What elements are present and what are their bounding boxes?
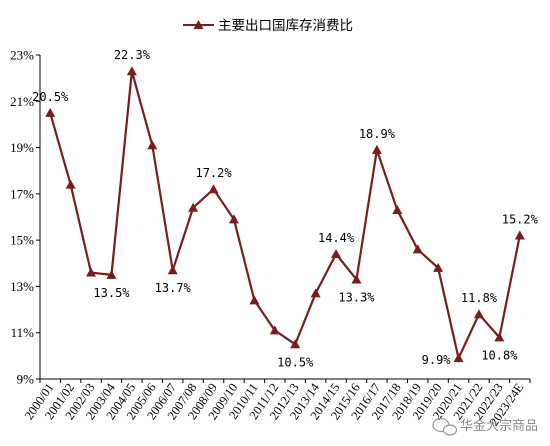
legend: 主要出口国库存消费比 — [183, 18, 353, 34]
data-point-marker — [208, 184, 219, 194]
data-label: 13.7% — [155, 281, 192, 295]
data-point-marker — [412, 244, 423, 254]
data-point-marker — [45, 107, 56, 117]
legend-label: 主要出口国库存消费比 — [218, 18, 353, 34]
data-point-marker — [351, 274, 362, 284]
series-layer — [45, 66, 525, 363]
y-tick-label: 13% — [10, 279, 34, 294]
data-label: 10.5% — [277, 355, 314, 369]
data-label: 14.4% — [318, 231, 355, 245]
legend-marker — [193, 20, 204, 29]
data-point-marker — [453, 353, 464, 363]
y-tick-label: 21% — [10, 94, 34, 109]
data-point-marker — [494, 332, 505, 342]
data-point-marker — [167, 265, 178, 275]
y-tick-label: 11% — [11, 325, 35, 340]
data-label: 13.5% — [93, 286, 130, 300]
data-label: 18.9% — [359, 127, 396, 141]
data-label: 17.2% — [195, 166, 232, 180]
wechat-icon — [432, 417, 458, 436]
y-axis-ticks: 9% 11% 13% 15% 17% 19% 21% 23% — [10, 48, 40, 387]
y-tick-label: 19% — [10, 140, 34, 155]
data-point-marker — [392, 205, 403, 215]
y-tick-label: 9% — [17, 372, 35, 387]
watermark-text: 华金大宗商品 — [460, 418, 538, 434]
data-label: 9.9% — [422, 353, 452, 367]
data-point-marker — [126, 66, 137, 76]
data-point-marker — [65, 179, 76, 189]
data-point-marker — [86, 267, 97, 277]
data-point-marker — [228, 214, 239, 224]
data-point-marker — [331, 249, 342, 259]
data-label: 10.8% — [481, 348, 518, 362]
y-tick-label: 23% — [10, 48, 34, 63]
data-label: 22.3% — [114, 48, 151, 62]
y-tick-label: 17% — [10, 186, 34, 201]
data-label: 15.2% — [502, 213, 539, 227]
y-tick-label: 15% — [10, 233, 34, 248]
series-line — [49, 70, 521, 360]
data-point-marker — [473, 309, 484, 319]
data-label: 13.3% — [338, 290, 375, 304]
data-label: 11.8% — [461, 291, 498, 305]
data-point-marker — [147, 140, 158, 150]
axes — [39, 55, 530, 380]
data-point-marker — [249, 295, 260, 305]
data-point-marker — [269, 325, 280, 335]
data-point-marker — [514, 230, 525, 240]
watermark: 华金大宗商品 — [432, 417, 538, 436]
data-point-marker — [433, 262, 444, 272]
data-point-marker — [188, 202, 199, 212]
data-labels: 20.5% 13.5% 22.3% 13.7% 17.2% 10.5% 14.4% 13.3%… — [32, 48, 538, 369]
data-point-marker — [290, 339, 301, 349]
data-point-marker — [106, 269, 117, 279]
data-point-marker — [310, 288, 321, 298]
data-label: 20.5% — [32, 90, 69, 104]
x-axis-ticks: 2000/012001/022002/032003/042004/052005/… — [22, 379, 531, 429]
data-point-marker — [371, 144, 382, 154]
